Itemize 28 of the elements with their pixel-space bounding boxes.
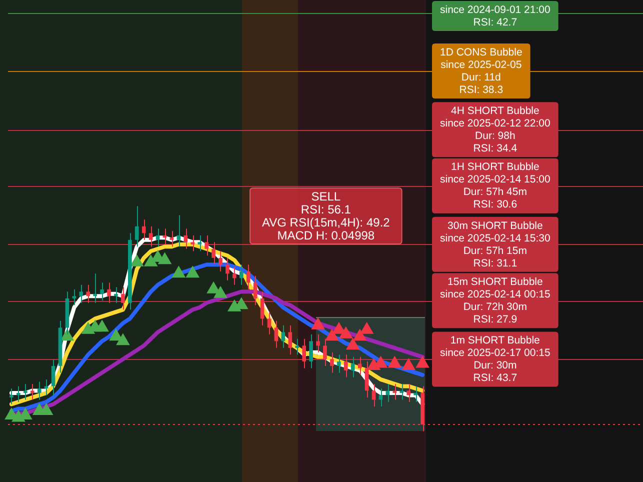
point: [311, 318, 325, 330]
point: [360, 322, 374, 334]
point: [186, 266, 200, 278]
annotation: 1H SHORT Bubble since 2025-02-14 15:00 Dur: 57h 45m RSI: 30.6: [440, 161, 550, 211]
point: [339, 326, 352, 338]
point: [158, 252, 172, 264]
annotation: 30m SHORT Bubble since 2025-02-14 15:30 Dur: 57h 15m RSI: 31.1: [440, 220, 550, 270]
point: [206, 282, 220, 294]
annotation: 1m SHORT Bubble since 2025-02-17 00:15 Dur: 30m RSI: 43.7: [440, 334, 550, 384]
point: [109, 329, 123, 341]
annotation: 1D CONS Bubble since 2025-02-05 Dur: 11d RSI: 38.3: [440, 46, 522, 96]
annotation: SELL RSI: 56.1 AVG RSI(15m,4H): 49.2 MACD H: 0.04998: [262, 189, 390, 242]
point: [172, 266, 186, 278]
point: [332, 322, 346, 334]
point: [388, 356, 402, 368]
point: [130, 254, 144, 266]
point: [402, 358, 416, 370]
point: [95, 320, 109, 332]
point: [416, 356, 430, 368]
point: [214, 286, 228, 298]
point: [116, 334, 130, 346]
point: [346, 338, 360, 350]
point: [353, 329, 366, 341]
annotation: 4H SHORT Bubble since 2025-02-12 22:00 Dur: 98h RSI: 34.4: [440, 104, 550, 154]
point: [325, 329, 339, 341]
annotation: 15m SHORT Bubble since 2025-02-14 00:15 Dur: 72h 30m RSI: 27.9: [440, 276, 550, 326]
annotation: since 2024-09-01 21:00 RSI: 42.7: [440, 4, 550, 28]
point: [144, 254, 158, 266]
